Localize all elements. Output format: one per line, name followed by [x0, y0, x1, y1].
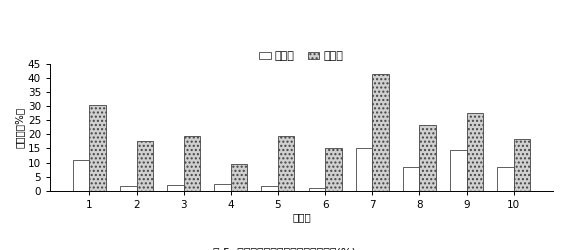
Bar: [403, 167, 419, 191]
Bar: [73, 160, 89, 191]
Bar: [308, 188, 325, 191]
Bar: [278, 136, 294, 191]
Bar: [419, 124, 436, 191]
Bar: [513, 139, 530, 191]
Y-axis label: 霉变率（%）: 霉变率（%）: [15, 107, 25, 148]
Legend: 处理前, 处理后: 处理前, 处理后: [255, 47, 348, 66]
Bar: [89, 105, 106, 191]
Bar: [466, 113, 483, 191]
Bar: [497, 167, 513, 191]
Bar: [356, 148, 372, 191]
Bar: [450, 150, 466, 191]
Bar: [261, 186, 278, 191]
Bar: [325, 148, 341, 191]
Bar: [167, 185, 183, 191]
Bar: [136, 142, 153, 191]
Bar: [183, 136, 200, 191]
Bar: [120, 186, 136, 191]
Bar: [372, 74, 389, 191]
Text: 图 5  浓硫酸处理前后甘草种子的霉变率(%): 图 5 浓硫酸处理前后甘草种子的霉变率(%): [212, 247, 356, 250]
Bar: [214, 184, 231, 191]
X-axis label: 样品号: 样品号: [292, 212, 311, 222]
Bar: [231, 164, 247, 191]
